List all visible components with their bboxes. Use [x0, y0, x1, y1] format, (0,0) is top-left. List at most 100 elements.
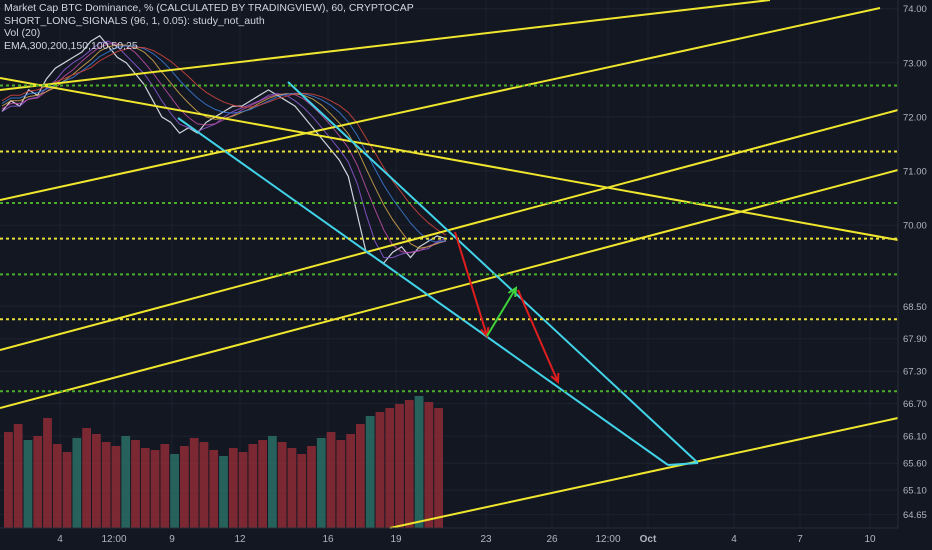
- volume-bar: [180, 446, 189, 528]
- volume-bar: [33, 436, 43, 528]
- arrow-red-1: [454, 231, 488, 337]
- volume-bar: [170, 454, 179, 528]
- volume-bar: [326, 432, 336, 528]
- volume-bar: [238, 452, 248, 528]
- x-tick-label: 12:00: [101, 534, 126, 545]
- volume-bar: [199, 442, 209, 528]
- volume-bar: [287, 448, 297, 528]
- legend-title[interactable]: Market Cap BTC Dominance, % (CALCULATED …: [4, 2, 414, 14]
- y-tick-label: 74.00: [903, 4, 927, 15]
- x-tick-label: 12: [234, 534, 246, 545]
- volume-bar: [189, 438, 199, 528]
- volume-bar: [395, 404, 404, 528]
- y-tick-label: 66.10: [903, 432, 927, 443]
- volume-bar: [268, 436, 277, 528]
- x-tick-label: 16: [322, 534, 334, 545]
- ema-line: [1, 46, 447, 236]
- volume-bar: [414, 396, 424, 528]
- trendline: [389, 417, 899, 529]
- volume-bar: [160, 444, 170, 528]
- x-tick-label: 9: [169, 534, 175, 545]
- arrow-red-2-head: [550, 372, 560, 385]
- legend-ema[interactable]: EMA,300,200,150,100,50,25: [4, 39, 138, 52]
- ema-line: [1, 40, 447, 259]
- volume-bar: [375, 412, 385, 528]
- volume-bar: [150, 450, 160, 528]
- legend-volume[interactable]: Vol (20): [4, 27, 41, 40]
- volume-bar: [82, 428, 91, 528]
- trendline: [0, 169, 899, 409]
- y-tick-label: 67.30: [903, 367, 927, 378]
- x-tick-label: 12:00: [595, 534, 620, 545]
- ema-line: [1, 45, 447, 243]
- arrow-red-2: [517, 289, 559, 383]
- volume-bar: [404, 400, 414, 528]
- trendline: [0, 109, 899, 351]
- trendline: [0, 7, 881, 201]
- y-tick-label: 67.90: [903, 334, 927, 345]
- volume-bar: [92, 434, 101, 528]
- drawings: [0, 0, 899, 529]
- volume-bar: [248, 444, 258, 528]
- channel-line-upper: [287, 81, 699, 464]
- volume-bar: [365, 416, 375, 528]
- volume-bar: [434, 408, 443, 528]
- volume-bar: [228, 448, 238, 528]
- grid: [0, 0, 898, 528]
- volume-bar: [140, 448, 150, 528]
- volume-bar: [307, 446, 316, 528]
- x-tick-label: 4: [731, 534, 737, 545]
- volume-bar: [13, 424, 23, 528]
- volume-bar: [62, 452, 72, 528]
- volume-bar: [277, 442, 287, 528]
- volume-bar: [356, 424, 365, 528]
- channel-line-lower: [177, 117, 669, 466]
- volume-bar: [52, 444, 62, 528]
- volume-bar: [258, 440, 267, 528]
- volume-bar: [72, 438, 82, 528]
- projection-arrows: [454, 231, 560, 385]
- y-tick-label: 73.00: [903, 58, 927, 69]
- legend-signals[interactable]: SHORT_LONG_SIGNALS (96, 1, 0.05): study_…: [4, 14, 265, 27]
- volume-bar: [219, 456, 228, 528]
- volume-bar: [297, 454, 307, 528]
- volume-bar: [111, 446, 121, 528]
- volume-bar: [43, 418, 52, 528]
- x-tick-label: 10: [864, 534, 876, 545]
- trendline: [0, 77, 899, 241]
- trendline: [0, 0, 771, 91]
- volume-bar: [4, 432, 13, 528]
- volume-bar: [346, 434, 355, 528]
- x-tick-label: 19: [390, 534, 402, 545]
- x-tick-label: Oct: [640, 534, 657, 545]
- volume-bar: [23, 440, 33, 528]
- arrow-green: [486, 287, 517, 337]
- volume-bar: [424, 402, 434, 528]
- volume-bar: [316, 438, 326, 528]
- y-tick-label: 68.50: [903, 302, 927, 313]
- y-tick-label: 72.00: [903, 112, 927, 123]
- y-tick-label: 64.65: [903, 510, 927, 521]
- y-tick-label: 65.60: [903, 459, 927, 470]
- volume-bar: [121, 436, 131, 528]
- volume-bar: [131, 440, 140, 528]
- y-axis-panel: [898, 0, 932, 550]
- arrow-green-head: [507, 286, 518, 298]
- y-tick-label: 71.00: [903, 167, 927, 178]
- channel-line-base: [667, 462, 699, 466]
- volume-bars: [4, 396, 443, 528]
- chart-legend: Market Cap BTC Dominance, % (CALCULATED …: [4, 2, 414, 52]
- x-tick-label: 4: [57, 534, 63, 545]
- x-tick-label: 7: [797, 534, 803, 545]
- volume-bar: [101, 442, 111, 528]
- y-tick-label: 70.00: [903, 221, 927, 232]
- volume-bar: [385, 408, 395, 528]
- volume-bar: [336, 440, 346, 528]
- x-tick-label: 23: [480, 534, 492, 545]
- y-tick-label: 65.10: [903, 486, 927, 497]
- y-tick-label: 66.70: [903, 399, 927, 410]
- volume-bar: [209, 450, 219, 528]
- x-tick-label: 26: [546, 534, 558, 545]
